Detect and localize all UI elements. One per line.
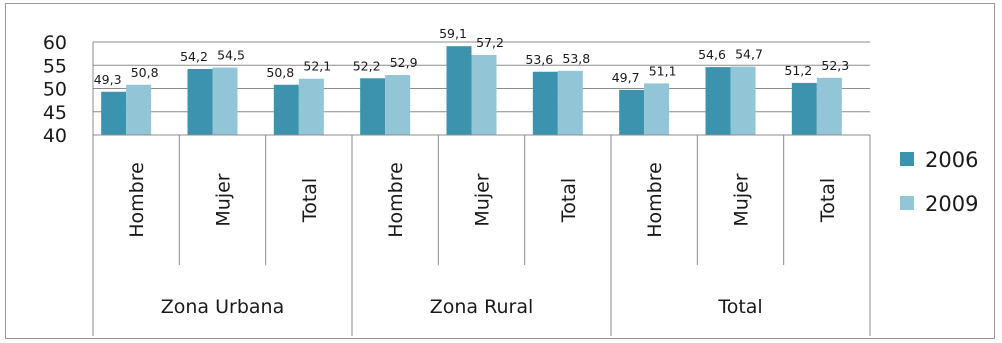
data-label: 51,1 <box>649 63 677 78</box>
legend-swatch-2006 <box>900 152 914 166</box>
legend: 2006 2009 <box>900 148 978 216</box>
legend-label: 2006 <box>925 148 978 172</box>
data-label: 53,8 <box>562 51 590 66</box>
category-label: Mujer <box>731 173 753 226</box>
data-label: 52,9 <box>390 55 418 70</box>
category-label: Hombre <box>644 162 666 238</box>
bar-2009 <box>299 79 324 135</box>
bar-2006 <box>188 69 213 135</box>
bar-2006 <box>447 46 472 135</box>
legend-swatch-2009 <box>900 196 914 210</box>
bars <box>101 46 842 135</box>
data-label: 49,3 <box>94 72 122 87</box>
group-label: Zona Urbana <box>161 296 284 318</box>
data-label: 52,2 <box>353 58 381 73</box>
data-label: 54,6 <box>698 47 726 62</box>
data-label: 49,7 <box>612 70 640 85</box>
data-label: 51,2 <box>784 63 812 78</box>
bar-2006 <box>792 83 817 135</box>
bar-2009 <box>731 67 756 135</box>
bar-2006 <box>101 92 126 135</box>
category-label: Total <box>299 178 321 223</box>
data-label: 59,1 <box>439 26 467 41</box>
data-label: 57,2 <box>476 35 504 50</box>
y-tick-label: 55 <box>43 55 67 77</box>
category-label: Mujer <box>213 173 235 226</box>
data-label: 54,7 <box>735 47 763 62</box>
category-label: Mujer <box>472 173 494 226</box>
data-label: 50,8 <box>266 65 294 80</box>
y-tick-label: 50 <box>43 79 67 101</box>
bar-2006 <box>533 72 558 135</box>
category-label: Total <box>817 178 839 223</box>
group-labels: Zona Urbana Zona Rural Total <box>161 296 763 318</box>
group-label: Zona Rural <box>430 296 534 318</box>
bar-2009 <box>126 85 151 135</box>
bar-2009 <box>472 55 497 135</box>
category-label: Total <box>558 178 580 223</box>
bar-2009 <box>644 83 669 135</box>
category-label: Hombre <box>126 162 148 238</box>
data-label: 52,1 <box>303 59 331 74</box>
bar-2006 <box>619 90 644 135</box>
data-label: 50,8 <box>131 65 159 80</box>
category-label: Hombre <box>385 162 407 238</box>
data-label: 54,5 <box>217 48 245 63</box>
bar-2009 <box>817 78 842 135</box>
bar-2009 <box>385 75 410 135</box>
group-label: Total <box>717 296 762 318</box>
y-tick-label: 60 <box>43 32 67 54</box>
bar-2006 <box>360 78 385 135</box>
bar-2006 <box>706 67 731 135</box>
bar-2009 <box>558 71 583 135</box>
category-labels: Hombre Mujer Total Hombre Mujer Total Hombre Mu… <box>126 162 839 238</box>
bar-2006 <box>274 85 299 135</box>
data-label: 52,3 <box>821 58 849 73</box>
data-label: 53,6 <box>525 52 553 67</box>
y-tick-label: 40 <box>43 125 67 147</box>
legend-label: 2009 <box>925 192 978 216</box>
bar-2009 <box>213 68 238 135</box>
y-tick-label: 45 <box>43 102 67 124</box>
data-label: 54,2 <box>180 49 208 64</box>
